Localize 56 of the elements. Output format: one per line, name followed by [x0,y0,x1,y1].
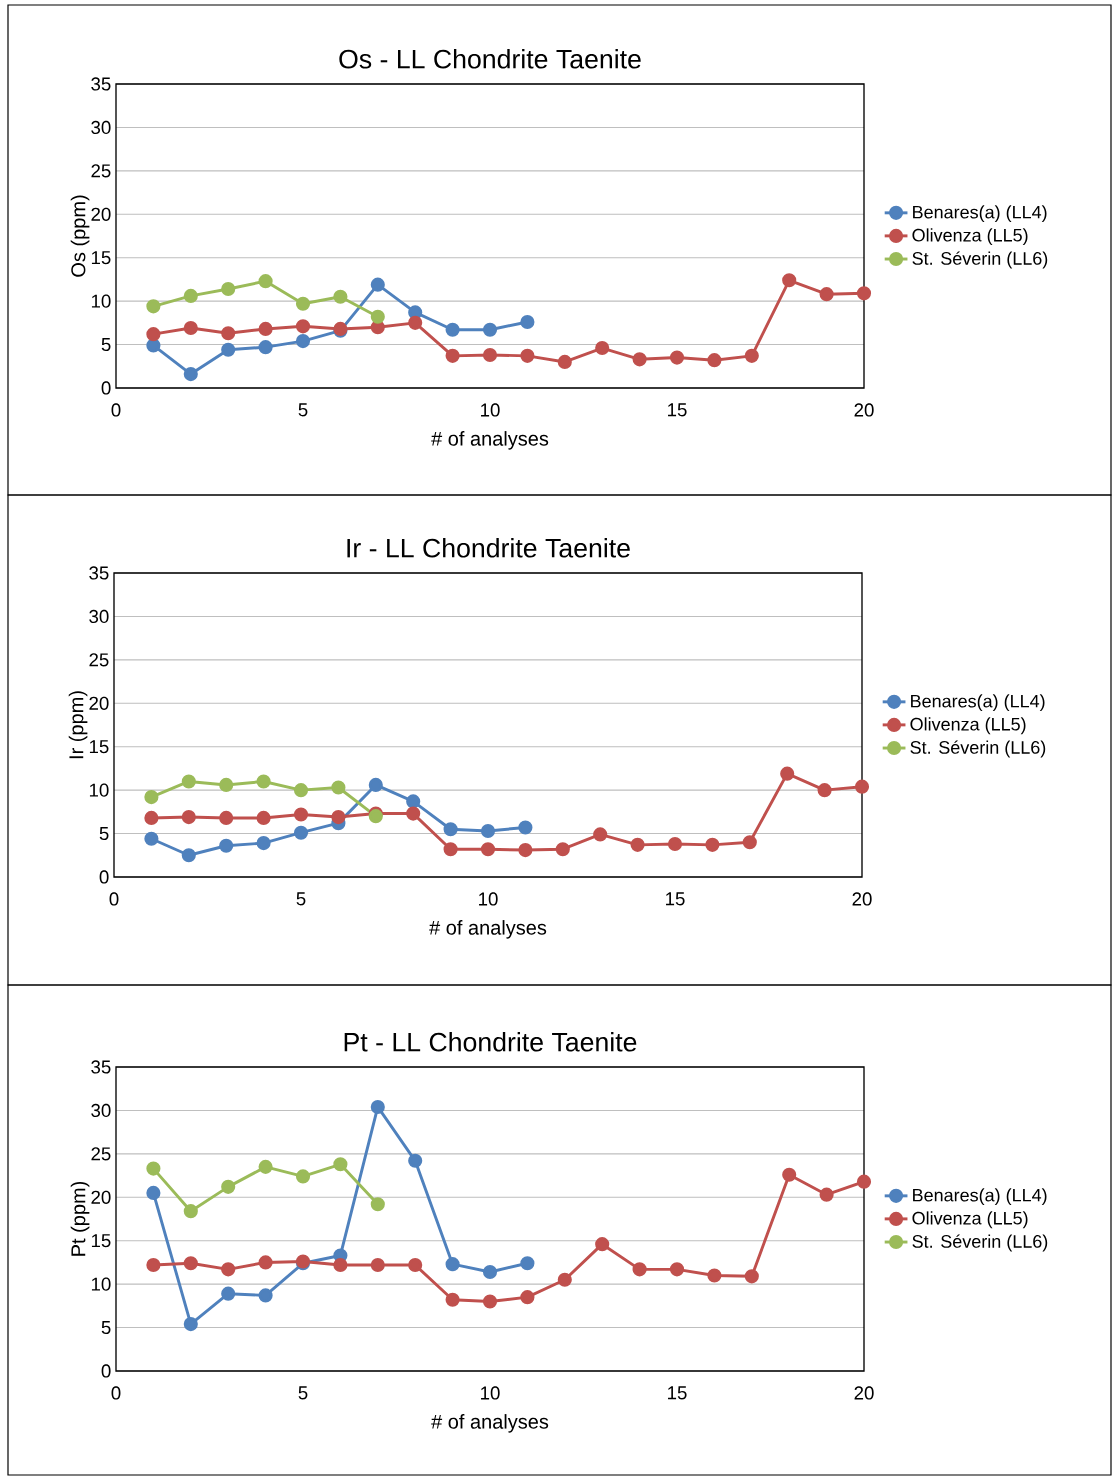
y-tick-label: 5 [101,338,111,352]
y-tick-label: 0 [99,870,109,884]
legend-label: Benares(a) (LL4) [913,1188,1047,1206]
y-tick-label: 15 [89,740,109,754]
y-axis-title: Ir (ppm) [68,691,88,759]
chart-title: Ir - LL Chondrite Taenite [347,538,630,558]
x-tick-label: 15 [668,403,687,417]
y-tick-label: 20 [91,207,111,221]
chart-title: Pt - LL Chondrite Taenite [344,1032,637,1052]
y-tick-label: 15 [91,1234,111,1248]
y-tick-label: 30 [89,609,109,624]
y-tick-label: 25 [91,164,111,178]
legend-label: Olivenza (LL5) [912,1211,1028,1229]
legend-label: Olivenza (LL5) [910,717,1026,735]
y-axis-title: Os (ppm) [70,195,90,277]
x-tick-label: 20 [854,1386,874,1400]
y-tick-label: 30 [91,120,111,135]
x-tick-label: 5 [298,1386,308,1400]
x-tick-label: 15 [668,1386,687,1400]
y-tick-label: 15 [91,251,111,265]
y-tick-label: 35 [89,566,109,580]
x-tick-label: 10 [481,1386,500,1400]
legend-label: Benares(a) (LL4) [911,694,1045,712]
y-tick-label: 20 [91,1190,111,1204]
y-tick-label: 0 [101,1364,111,1378]
y-tick-label: 35 [91,77,111,91]
y-tick-label: 10 [89,783,109,797]
x-tick-label: 5 [296,892,306,906]
x-tick-label: 15 [666,892,685,906]
x-tick-label: 0 [111,403,121,417]
y-tick-label: 20 [89,696,109,710]
y-tick-label: 5 [99,827,109,841]
chart-title: Os - LL Chondrite Taenite [339,49,641,69]
x-axis-title: # of analyses [431,431,549,450]
y-tick-label: 30 [91,1103,111,1118]
y-axis-title: Pt (ppm) [70,1181,90,1256]
legend-label: Olivenza (LL5) [912,228,1028,246]
legend-label: St. Séverin (LL6) [912,251,1048,269]
x-axis-title: # of analyses [429,920,547,939]
x-tick-label: 5 [298,403,308,417]
x-axis-title: # of analyses [431,1414,549,1433]
x-tick-label: 20 [852,892,872,906]
x-tick-label: 20 [854,403,874,417]
legend-label: Benares(a) (LL4) [913,205,1047,223]
y-tick-label: 5 [101,1321,111,1335]
y-tick-label: 10 [91,294,111,308]
legend-label: St. Séverin (LL6) [910,740,1046,758]
x-tick-label: 10 [481,403,500,417]
y-tick-label: 25 [91,1147,111,1161]
y-tick-label: 35 [91,1060,111,1074]
x-tick-label: 10 [479,892,498,906]
legend-label: St. Séverin (LL6) [912,1234,1048,1252]
y-tick-label: 10 [91,1277,111,1291]
y-tick-label: 0 [101,381,111,395]
y-tick-label: 25 [89,653,109,667]
x-tick-label: 0 [111,1386,121,1400]
